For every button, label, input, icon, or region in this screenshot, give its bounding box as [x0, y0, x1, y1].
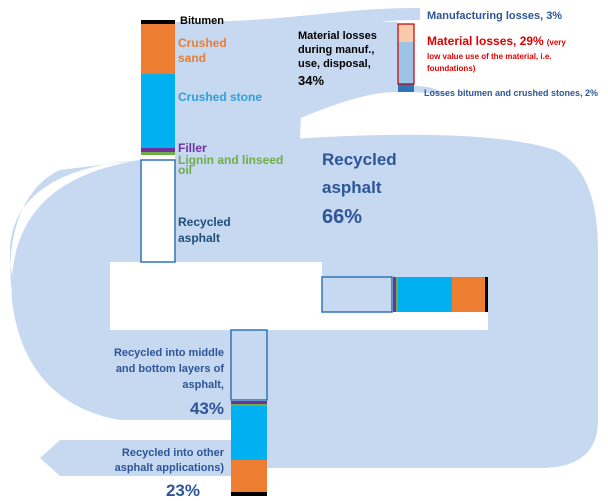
lignin-bar [231, 404, 267, 406]
text-line: asphalt [322, 178, 382, 197]
label-material-losses: Material losses, 29% (very low value use o… [427, 34, 566, 73]
text-line: Crushed [178, 36, 227, 50]
filler-bar [141, 148, 175, 152]
loss-flow-small [414, 86, 452, 95]
filler-bar [231, 401, 267, 404]
text-line: Recycled into middle [114, 347, 224, 359]
text-line: Material losses, 29% [427, 34, 544, 48]
loss-manufacturing-bar [398, 24, 414, 42]
recycled-bar [140, 159, 176, 263]
text-line: sand [178, 51, 206, 65]
label-bitumen-losses: Losses bitumen and crushed stones, 2% [424, 88, 598, 98]
recycle-loop-left-fill [11, 160, 231, 420]
label-middle-bottom: Recycled into middle and bottom layers of… [114, 347, 224, 418]
text-line: asphalt applications) [115, 462, 225, 474]
text-line: Manufacturing losses, 3% [427, 10, 562, 22]
text-line: asphalt [178, 231, 220, 245]
text-line: foundations) [427, 64, 476, 73]
label-filler: Filler [178, 141, 207, 155]
text-line: oil [178, 163, 192, 177]
text-line: Crushed stone [178, 90, 262, 104]
text-line: Recycled into other [122, 447, 225, 459]
arrow-other [40, 440, 231, 476]
sand-bar [141, 24, 175, 74]
loss-outline [397, 23, 415, 85]
text-line: asphalt, [182, 379, 224, 391]
text-line: use, disposal, [298, 58, 371, 70]
text-line: Losses bitumen and crushed stones, 2% [424, 88, 598, 98]
label-bitumen: Bitumen [180, 15, 224, 27]
sand-bar [231, 460, 267, 492]
label-recycled-asphalt: Recycled asphalt [178, 215, 231, 245]
sand-bar [452, 277, 485, 312]
label-crushed-sand: Crushed sand [178, 36, 227, 65]
text-line: 34% [298, 73, 324, 88]
lignin-bar [396, 277, 398, 312]
bitumen-bar [485, 277, 488, 312]
recycled-bar [230, 329, 268, 401]
lignin-bar [141, 152, 175, 155]
loss-material-bar [398, 42, 414, 84]
text-line: 23% [166, 481, 200, 500]
text-line: during manuf., [298, 44, 374, 56]
text-line: 66% [322, 206, 362, 228]
filler-bar [393, 277, 396, 312]
stone-bar [231, 406, 267, 460]
text-line: Bitumen [180, 15, 224, 27]
label-lignin: Lignin and linseed oil [178, 153, 283, 177]
recycle-loop-right [175, 134, 598, 469]
label-manufacturing-losses: Manufacturing losses, 3% [427, 10, 562, 22]
stone-bar [141, 74, 175, 148]
recycled-bar [321, 276, 393, 313]
loss-flow [175, 22, 398, 150]
text-line: Lignin and linseed [178, 153, 283, 167]
process-box [110, 262, 322, 330]
bitumen-bar [141, 20, 175, 24]
label-center: Recycled asphalt 66% [322, 150, 397, 228]
bitumen-bar [231, 492, 267, 496]
label-crushed-stone: Crushed stone [178, 90, 262, 104]
text-line: Filler [178, 141, 207, 155]
stone-bar [398, 277, 452, 312]
label-losses-total: Material losses during manuf., use, dispos… [298, 30, 377, 88]
loss-bitumen-bar [398, 84, 414, 92]
text-line: Recycled [178, 215, 231, 229]
text-line: Recycled [322, 150, 397, 169]
label-other: Recycled into other asphalt applications)… [115, 447, 225, 500]
text-line: and bottom layers of [116, 363, 225, 375]
text-line: low value use of the material, i.e. [427, 52, 551, 61]
text-line: Material losses [298, 30, 377, 42]
text-line: 43% [190, 399, 224, 418]
text-line: (very [547, 38, 567, 47]
